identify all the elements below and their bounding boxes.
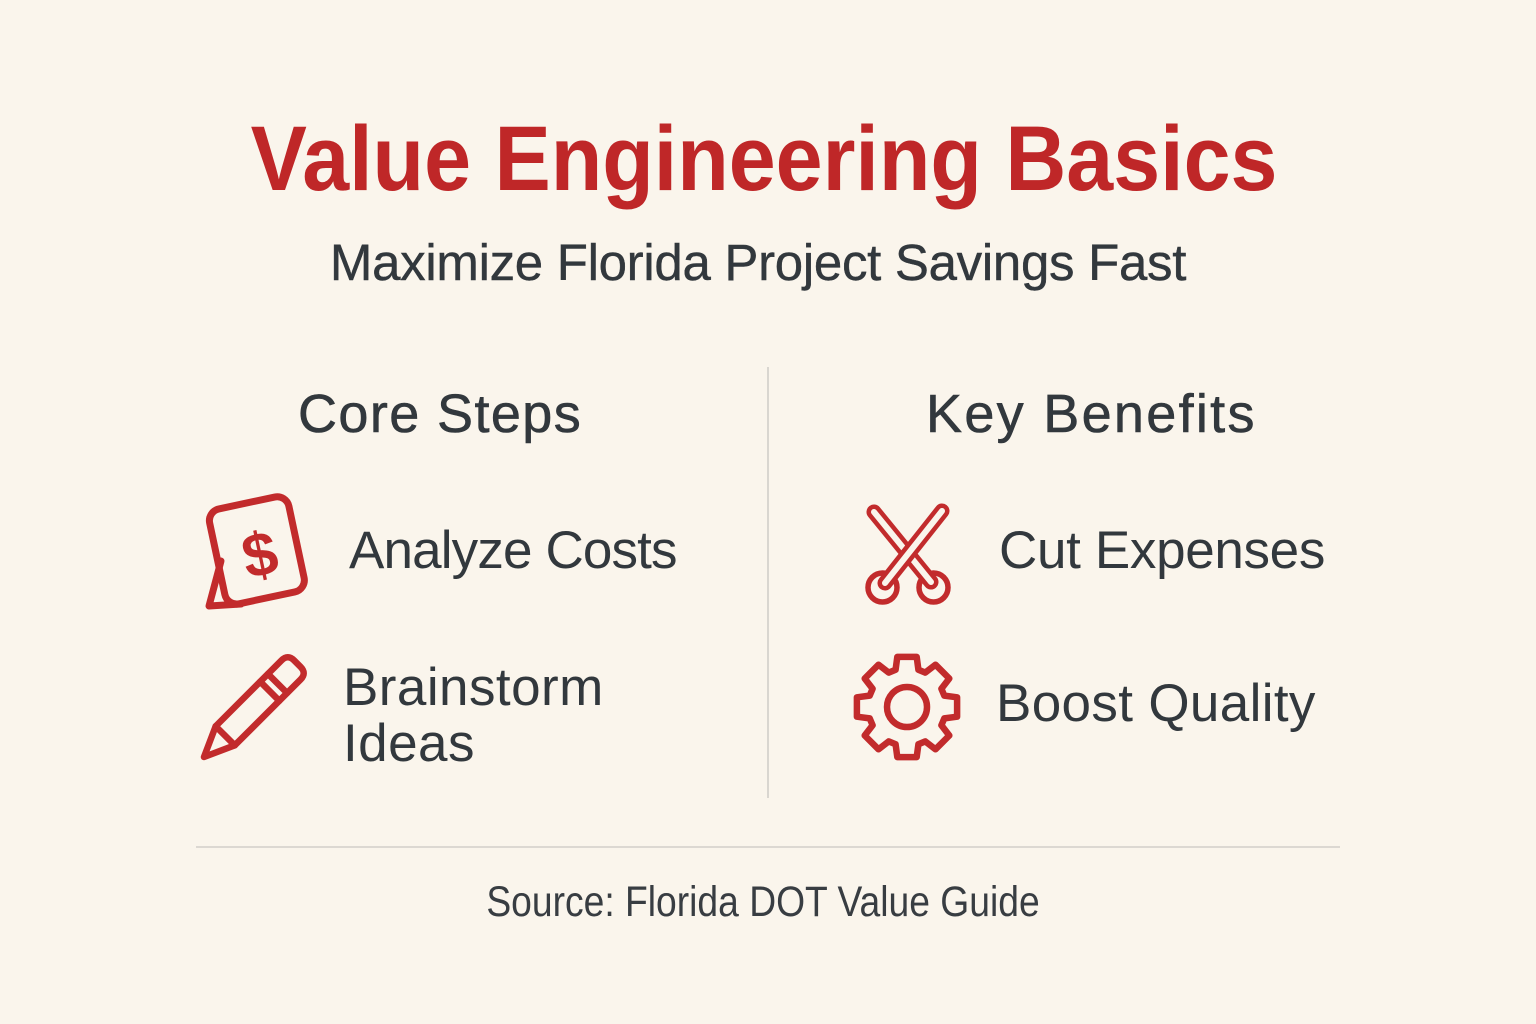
svg-text:$: $ — [236, 518, 284, 593]
